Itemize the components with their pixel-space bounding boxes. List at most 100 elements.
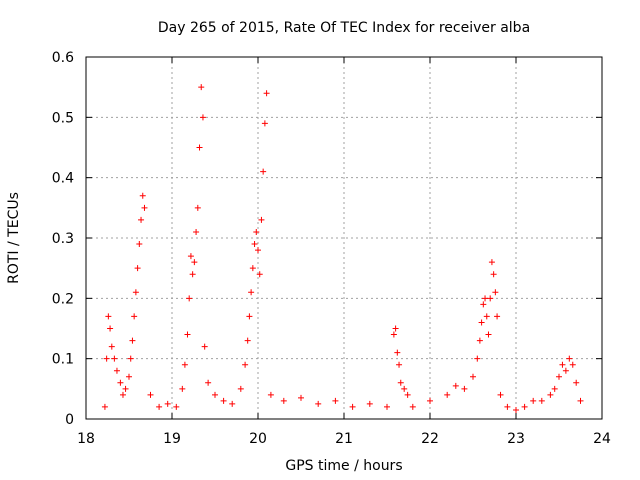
data-point (566, 355, 573, 362)
data-point (141, 204, 148, 211)
data-point (392, 325, 399, 332)
data-point (138, 216, 145, 223)
plot-frame (85, 56, 603, 420)
data-point (482, 295, 489, 302)
data-point (193, 228, 200, 235)
data-point (101, 403, 108, 410)
data-point (349, 403, 356, 410)
y-tick-label: 0.1 (52, 352, 74, 368)
data-point (246, 313, 253, 320)
data-point (199, 114, 206, 121)
data-point (107, 325, 114, 332)
data-point (249, 265, 256, 272)
data-point (164, 400, 171, 407)
data-point (201, 343, 208, 350)
data-point (551, 385, 558, 392)
data-point (119, 391, 126, 398)
x-tick-label: 23 (507, 431, 525, 447)
data-point (229, 400, 236, 407)
data-point (444, 391, 451, 398)
data-point (427, 397, 433, 404)
data-point (108, 343, 115, 350)
data-point (113, 367, 120, 374)
data-point (184, 331, 191, 338)
data-point (390, 331, 397, 338)
data-point (562, 367, 569, 374)
data-point (556, 373, 562, 380)
data-point (315, 400, 322, 407)
data-point (476, 337, 483, 344)
data-point (186, 295, 193, 302)
data-point (122, 385, 129, 392)
data-point (474, 355, 481, 362)
data-point (244, 337, 251, 344)
data-point (139, 192, 146, 199)
data-point (251, 241, 258, 248)
data-point (196, 144, 203, 151)
data-point (280, 397, 287, 404)
data-point (194, 204, 201, 211)
data-point (198, 84, 205, 91)
data-point (490, 271, 497, 278)
y-tick-label: 0.5 (52, 110, 74, 126)
data-points (101, 84, 584, 413)
data-point (105, 313, 112, 320)
data-point (191, 259, 198, 266)
data-point (513, 406, 519, 413)
data-point (452, 382, 459, 389)
y-tick-label: 0.4 (52, 171, 74, 187)
data-point (397, 379, 404, 386)
data-point (134, 265, 141, 272)
data-point (131, 313, 138, 320)
data-point (559, 361, 566, 368)
data-point (263, 90, 270, 97)
chart-title: Day 265 of 2015, Rate Of TEC Index for r… (158, 20, 530, 36)
data-point (401, 385, 408, 392)
data-point (521, 403, 528, 410)
y-tick-label: 0.3 (52, 231, 74, 247)
data-point (189, 271, 196, 278)
data-point (205, 379, 212, 386)
data-point (253, 228, 260, 235)
data-point (384, 403, 390, 410)
x-axis-label: GPS time / hours (285, 458, 402, 474)
data-point (260, 168, 267, 175)
data-point (111, 355, 118, 362)
data-point (573, 379, 580, 386)
data-point (179, 385, 186, 392)
data-point (117, 379, 124, 386)
x-tick-label: 19 (163, 431, 181, 447)
data-point (547, 391, 554, 398)
data-point (530, 397, 537, 404)
data-point (577, 397, 584, 404)
data-point (569, 361, 576, 368)
data-point (258, 216, 265, 223)
data-point (103, 355, 110, 362)
y-tick-label: 0.2 (52, 291, 74, 307)
data-point (237, 385, 244, 392)
data-point (483, 313, 490, 320)
data-point (127, 355, 134, 362)
data-point (492, 289, 499, 296)
x-tick-label: 21 (335, 431, 353, 447)
data-point (136, 241, 143, 248)
data-point (461, 385, 468, 392)
data-point (478, 319, 485, 326)
data-point (248, 289, 255, 296)
data-point (332, 397, 339, 404)
data-point (538, 397, 545, 404)
data-point (409, 403, 416, 410)
data-point (267, 391, 274, 398)
x-tick-label: 22 (421, 431, 439, 447)
data-point (220, 397, 227, 404)
data-point (126, 373, 132, 380)
data-point (181, 361, 188, 368)
data-point (242, 361, 249, 368)
data-point (187, 253, 194, 260)
data-point (132, 289, 139, 296)
axis-ticks: 18 19 20 21 22 23 24 0 0.1 0.2 0.3 0.4 0.5 0.6 (52, 50, 611, 447)
data-point (261, 120, 268, 127)
data-point (494, 313, 501, 320)
x-tick-label: 18 (77, 431, 95, 447)
